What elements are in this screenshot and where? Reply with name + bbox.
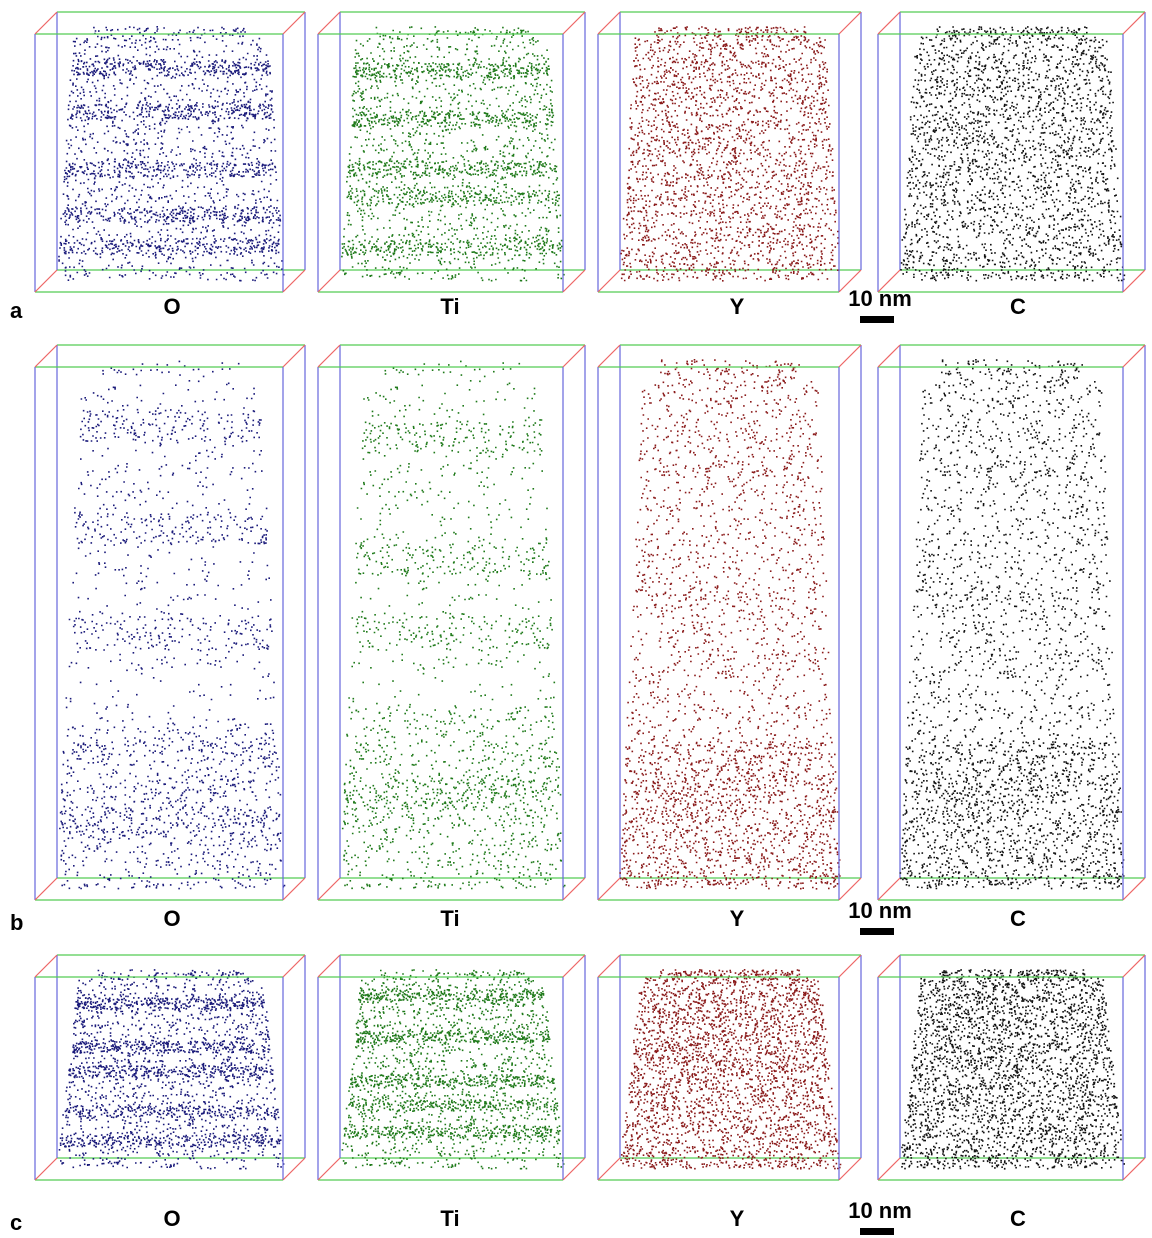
- edge: [318, 955, 340, 977]
- element-label: Y: [730, 906, 745, 931]
- edge: [283, 270, 305, 292]
- atom-points: [58, 26, 284, 282]
- scale-bar: [860, 1228, 894, 1235]
- edge: [1123, 955, 1145, 977]
- edge: [283, 1158, 305, 1180]
- edge: [563, 1158, 585, 1180]
- edge: [878, 12, 900, 34]
- atom-points: [59, 361, 285, 890]
- atom-points: [341, 26, 565, 281]
- edge: [318, 345, 340, 367]
- edge: [283, 345, 305, 367]
- atom-points: [342, 969, 565, 1169]
- atom-points: [59, 969, 285, 1169]
- edge: [563, 345, 585, 367]
- edge: [598, 270, 620, 292]
- edge: [1123, 878, 1145, 900]
- element-label: O: [163, 906, 180, 931]
- edge: [598, 12, 620, 34]
- edge: [563, 878, 585, 900]
- edge: [839, 345, 861, 367]
- edge: [1123, 1158, 1145, 1180]
- element-label: Ti: [440, 906, 459, 931]
- box-frame: [318, 955, 585, 1180]
- edge: [318, 270, 340, 292]
- panel-label: b: [10, 910, 23, 935]
- panel-label: c: [10, 1210, 22, 1235]
- edge: [839, 878, 861, 900]
- edge: [839, 955, 861, 977]
- element-label: O: [163, 1206, 180, 1231]
- edge: [35, 1158, 57, 1180]
- figure: a O Ti Y C 10 nm b O Ti Y C 10 nm c O Ti Y C 10 nm: [0, 0, 1152, 1238]
- edge: [878, 345, 900, 367]
- edge: [839, 1158, 861, 1180]
- atom-points: [900, 26, 1125, 281]
- edge: [283, 12, 305, 34]
- edge: [35, 12, 57, 34]
- edge: [878, 1158, 900, 1180]
- edge: [1123, 270, 1145, 292]
- box-frame: [878, 345, 1145, 900]
- element-label: Y: [730, 294, 745, 319]
- element-label: C: [1010, 906, 1026, 931]
- edge: [878, 955, 900, 977]
- box-frame: [900, 12, 1145, 270]
- element-label: C: [1010, 1206, 1026, 1231]
- scale-bar-label: 10 nm: [848, 286, 912, 311]
- atom-points: [342, 361, 566, 890]
- edge: [598, 345, 620, 367]
- edge: [318, 1158, 340, 1180]
- edge: [35, 270, 57, 292]
- atom-points: [620, 26, 838, 281]
- edge: [563, 955, 585, 977]
- edge: [1123, 12, 1145, 34]
- edge: [283, 955, 305, 977]
- edge: [878, 878, 900, 900]
- edge: [35, 955, 57, 977]
- atom-points: [900, 359, 1125, 890]
- element-label: Ti: [440, 1206, 459, 1231]
- panel-label: a: [10, 298, 23, 323]
- scale-bar: [860, 316, 894, 323]
- edge: [598, 1158, 620, 1180]
- box-frame: [598, 345, 861, 900]
- atom-points: [901, 969, 1125, 1170]
- element-label: C: [1010, 294, 1026, 319]
- element-label: Ti: [440, 294, 459, 319]
- edge: [563, 12, 585, 34]
- edge: [318, 12, 340, 34]
- scale-bar: [860, 928, 894, 935]
- atom-points: [619, 359, 840, 890]
- scale-bar-label: 10 nm: [848, 1198, 912, 1223]
- edge: [318, 878, 340, 900]
- edge: [35, 878, 57, 900]
- scale-bar-label: 10 nm: [848, 898, 912, 923]
- element-label: O: [163, 294, 180, 319]
- edge: [598, 955, 620, 977]
- edge: [563, 270, 585, 292]
- atom-points: [620, 969, 841, 1170]
- box-frame: [35, 345, 305, 900]
- element-label: Y: [730, 1206, 745, 1231]
- edge: [839, 12, 861, 34]
- edge: [1123, 345, 1145, 367]
- edge: [598, 878, 620, 900]
- edge: [283, 878, 305, 900]
- edge: [35, 345, 57, 367]
